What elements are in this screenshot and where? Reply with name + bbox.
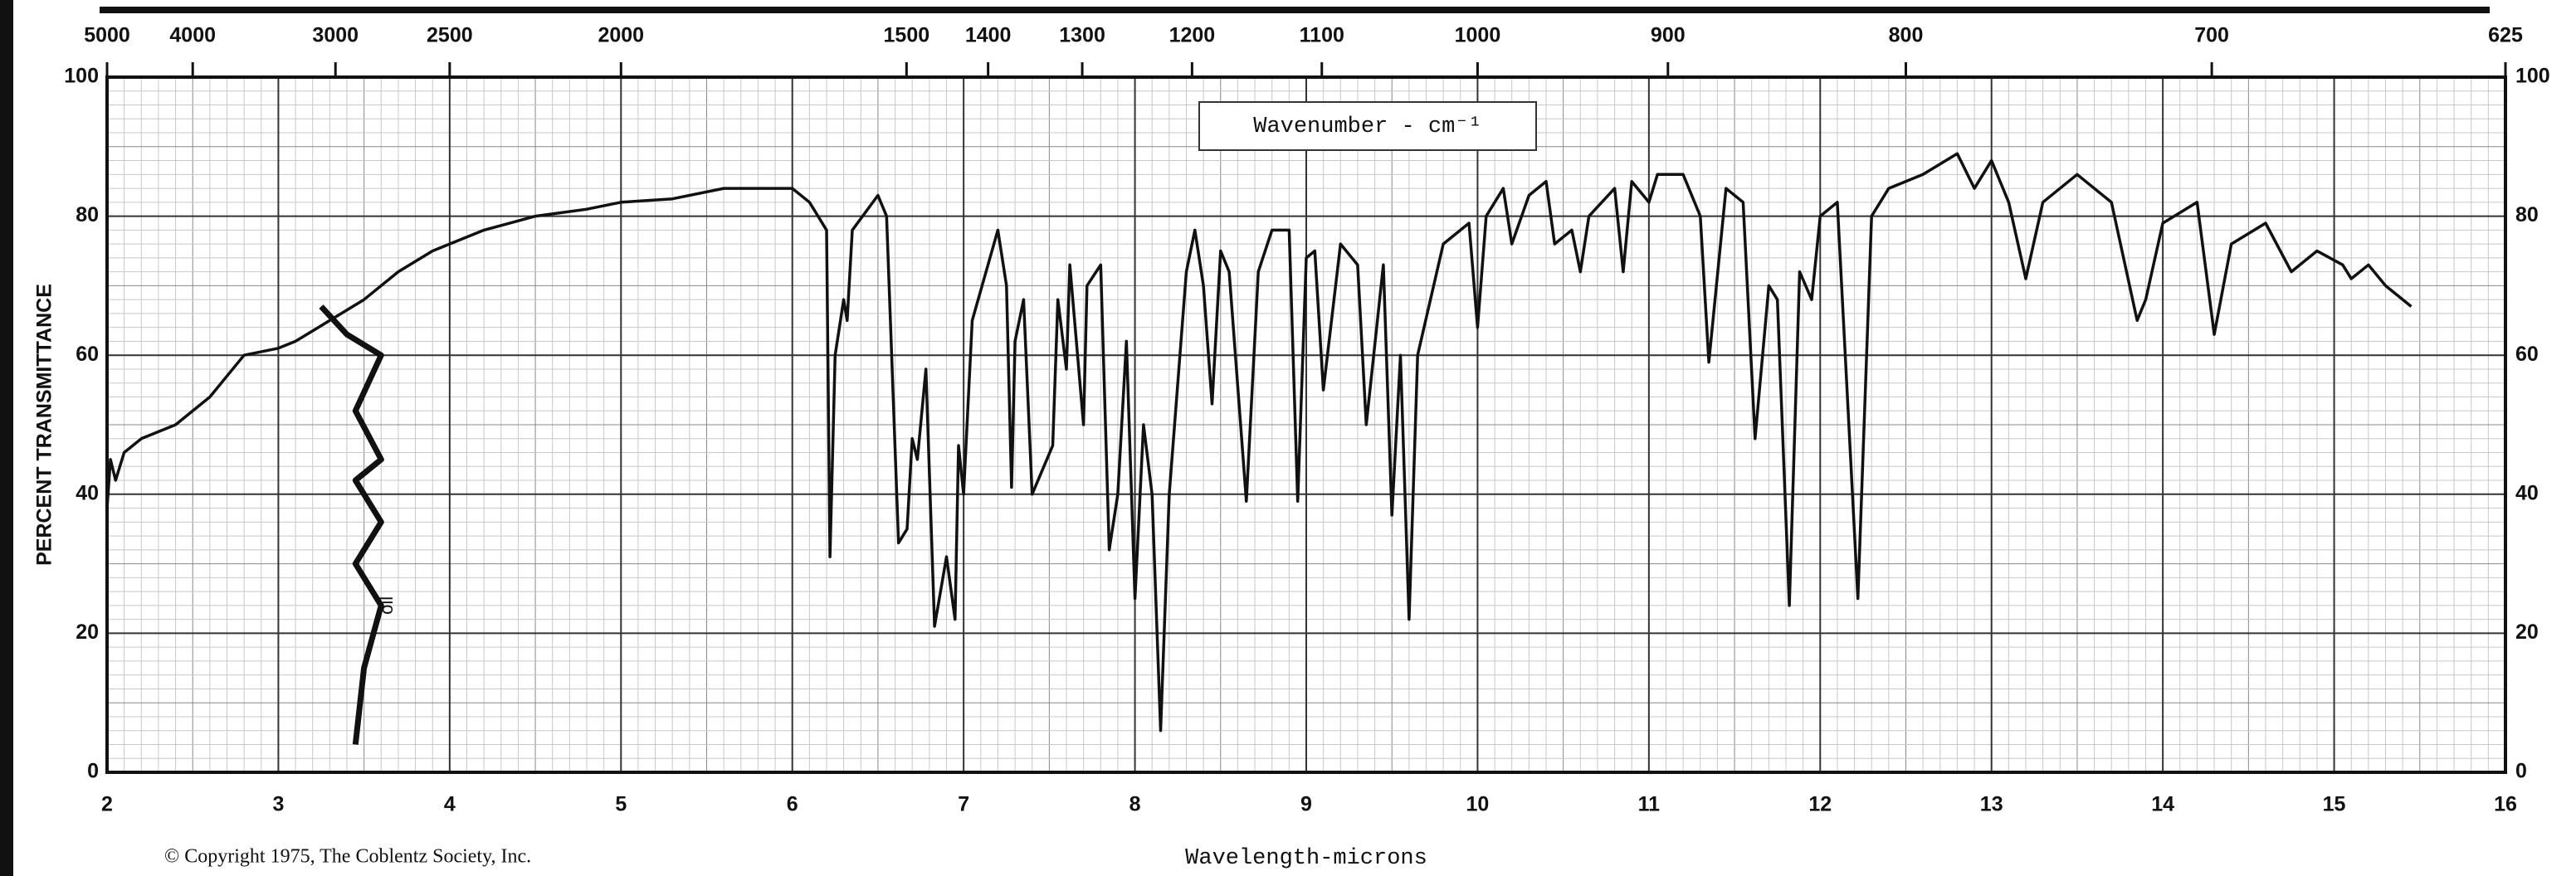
x2-tick-label: 1000 [1455,24,1501,47]
y-tick-label: 100 [64,65,99,88]
y-tick-label-right: 80 [2515,203,2539,226]
x-tick-label: 5 [615,793,627,816]
x2-tick-label: 2500 [427,24,473,47]
left-edge [0,0,13,876]
x-tick-label: 16 [2494,793,2517,816]
copyright: © Copyright 1975, The Coblentz Society, … [164,846,531,868]
x2-tick-label: 1400 [965,24,1012,47]
y-tick-label-right: 20 [2515,620,2539,644]
x2-axis-label: Wavenumber - cm⁻¹ [1253,114,1482,139]
x-tick-label: 15 [2323,793,2346,816]
x-tick-label: 8 [1129,793,1141,816]
x-tick-label: 2 [101,793,113,816]
x-tick-label: 6 [787,793,798,816]
x2-tick-label: 800 [1889,24,1924,47]
x2-tick-label: 1300 [1059,24,1105,47]
y-tick-label-right: 0 [2515,760,2527,783]
x2-tick-label: 1200 [1169,24,1216,47]
x-tick-label: 12 [1808,793,1832,816]
x2-tick-label: 700 [2194,24,2229,47]
x-tick-label: 10 [1466,793,1490,816]
y-axis-label: PERCENT TRANSMITTANCE [33,284,56,566]
x2-tick-label: 625 [2488,24,2523,47]
y-tick-label-right: 100 [2515,65,2550,88]
x-tick-label: 11 [1638,793,1661,816]
x2-tick-label: 1500 [884,24,930,47]
y-tick-label-right: 40 [2515,481,2539,504]
oil-line [319,304,384,745]
y-tick-label: 60 [76,343,99,366]
x-axis-label: Wavelength-microns [1185,846,1427,871]
plot-frame [105,75,2507,774]
x2-tick-label: 2000 [598,24,644,47]
x2-tick-label: 3000 [312,24,359,47]
series-label: oil [376,596,397,615]
spectrum-line [105,152,2413,732]
x2-tick-label: 900 [1651,24,1686,47]
y-tick-label-right: 60 [2515,343,2539,366]
x-tick-label: 3 [272,793,284,816]
x2-tick-label: 1100 [1300,24,1344,47]
x-tick-label: 14 [2151,793,2174,816]
x2-tick-label: 4000 [169,24,216,47]
x2-label-box [1198,101,1537,151]
y-tick-label: 40 [76,481,99,504]
y-tick-label: 0 [87,760,99,783]
x-tick-label: 9 [1300,793,1312,816]
x2-tick-label: 5000 [84,24,130,47]
x-tick-label: 7 [958,793,969,816]
y-tick-label: 20 [76,620,99,644]
x-tick-label: 13 [1980,793,2003,816]
y-tick-label: 80 [76,203,99,226]
x-tick-label: 4 [444,793,456,816]
